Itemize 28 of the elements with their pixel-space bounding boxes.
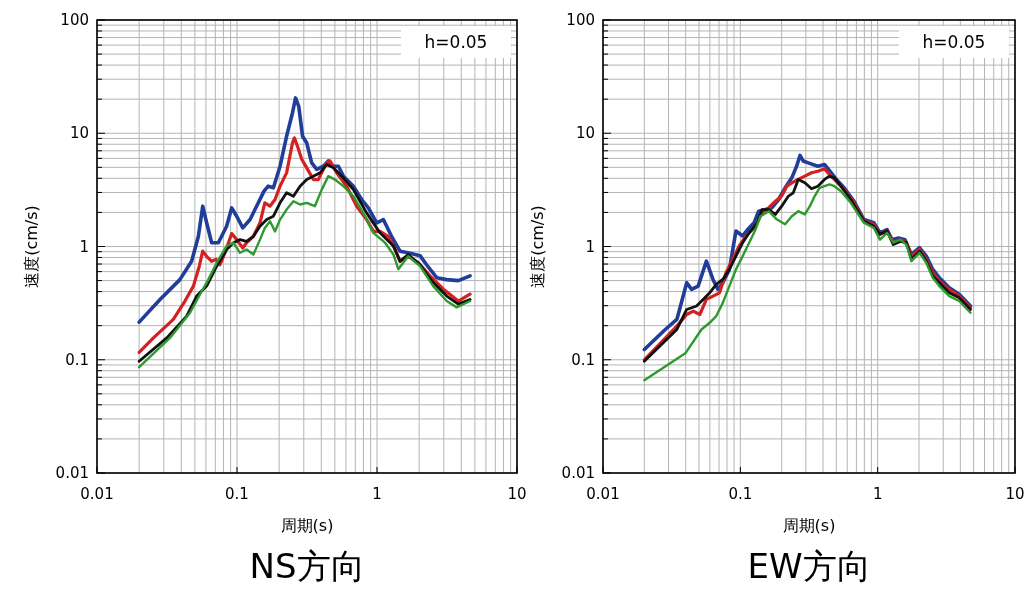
x-tick-label: 0.01 (586, 485, 620, 503)
x-tick-label: 0.1 (225, 485, 249, 503)
y-tick-label: 100 (60, 11, 89, 29)
y-tick-label: 0.01 (55, 464, 89, 482)
y-tick-label: 0.1 (65, 350, 89, 369)
y-tick-label: 10 (575, 124, 595, 143)
annotation: h=0.05 (899, 26, 1009, 58)
y-tick-label: 0.01 (561, 464, 595, 482)
text: NS方向 (249, 546, 365, 586)
y-axis-title: 速度(cm/s) (22, 205, 41, 288)
x-tick-label: 0.01 (80, 485, 114, 503)
annotation: h=0.05 (922, 32, 986, 52)
y-tick-label: 1 (585, 237, 595, 256)
text: EW方向 (747, 546, 871, 586)
x-tick-label: 10 (507, 485, 527, 503)
x-axis-title: 周期(s) (280, 516, 334, 535)
x-tick-label: 10 (1005, 485, 1025, 503)
y-tick-label: 0.1 (571, 350, 595, 369)
x-tick-label: 1 (872, 485, 883, 503)
x-axis-title: 周期(s) (782, 516, 836, 535)
y-axis-title: 速度(cm/s) (528, 205, 547, 288)
y-tick-label: 100 (566, 11, 595, 29)
x-tick-label: 0.1 (728, 485, 753, 503)
y-tick-label: 10 (69, 124, 89, 143)
annotation: h=0.05 (401, 26, 511, 58)
y-tick-label: 1 (79, 237, 89, 256)
annotation: h=0.05 (424, 32, 488, 52)
x-tick-label: 1 (372, 485, 382, 503)
